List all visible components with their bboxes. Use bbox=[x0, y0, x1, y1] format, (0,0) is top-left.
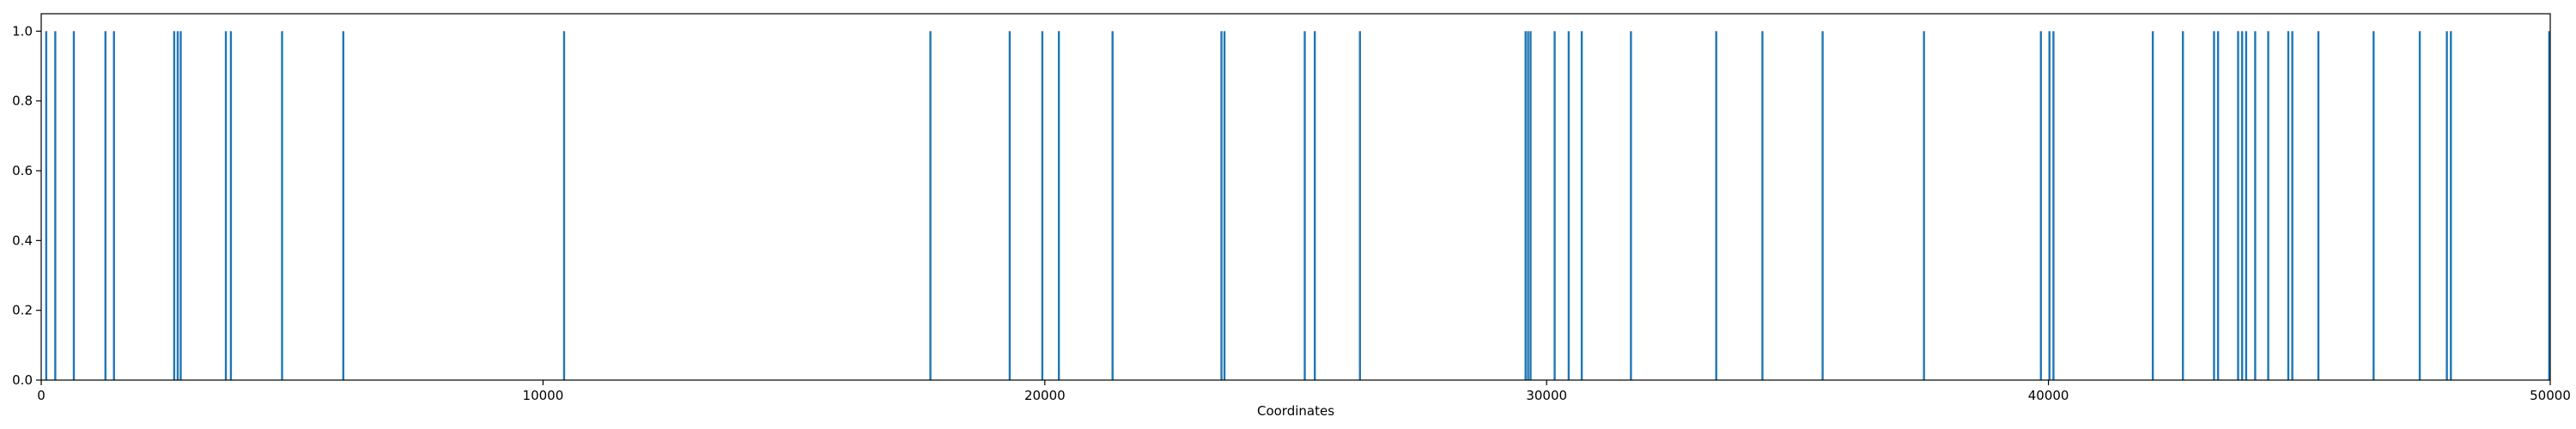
x-tick-label: 40000 bbox=[2028, 388, 2069, 403]
x-tick-label: 0 bbox=[37, 388, 46, 403]
bar bbox=[1580, 31, 1583, 380]
bar bbox=[2418, 31, 2421, 380]
bar bbox=[1358, 31, 1361, 380]
bar bbox=[1923, 31, 1925, 380]
x-tick-label: 20000 bbox=[1024, 388, 1066, 403]
bar bbox=[2245, 31, 2248, 380]
bar bbox=[1524, 31, 1527, 380]
bar bbox=[1220, 31, 1223, 380]
bar bbox=[1303, 31, 1306, 380]
x-axis: 0 10000 20000 30000 40000 50000 bbox=[37, 380, 2571, 403]
bar bbox=[1008, 31, 1012, 380]
x-axis-label: Coordinates bbox=[1257, 403, 1334, 419]
bar bbox=[112, 31, 115, 380]
bar bbox=[2287, 31, 2290, 380]
bar bbox=[562, 31, 566, 380]
bar bbox=[1715, 31, 1717, 380]
bar bbox=[1223, 31, 1226, 380]
bars-group bbox=[45, 31, 2550, 380]
bar bbox=[929, 31, 932, 380]
y-tick-label: 1.0 bbox=[12, 23, 33, 39]
bar bbox=[224, 31, 228, 380]
y-tick-label: 0.2 bbox=[12, 303, 33, 318]
bar bbox=[1041, 31, 1044, 380]
bar bbox=[1111, 31, 1114, 380]
bar bbox=[1314, 31, 1316, 380]
bar bbox=[72, 31, 76, 380]
bar bbox=[2216, 31, 2220, 380]
x-tick-label: 10000 bbox=[523, 388, 564, 403]
bar bbox=[173, 31, 176, 380]
bar bbox=[54, 31, 57, 380]
bar bbox=[281, 31, 283, 380]
y-tick-label: 0.4 bbox=[12, 233, 33, 248]
bar bbox=[2372, 31, 2375, 380]
x-tick-label: 50000 bbox=[2530, 388, 2571, 403]
bar bbox=[1527, 31, 1529, 380]
bar bbox=[1553, 31, 1556, 380]
plot-frame bbox=[40, 13, 2551, 381]
bar bbox=[1057, 31, 1060, 380]
y-tick-label: 0.0 bbox=[12, 372, 33, 388]
y-tick-label: 0.6 bbox=[12, 163, 33, 178]
bar bbox=[229, 31, 233, 380]
bar bbox=[1567, 31, 1571, 380]
bar bbox=[2237, 31, 2239, 380]
bar bbox=[342, 31, 345, 380]
bar bbox=[2450, 31, 2452, 380]
y-tick-label: 0.8 bbox=[12, 94, 33, 109]
bar bbox=[1821, 31, 1824, 380]
bar bbox=[1529, 31, 1532, 380]
bar bbox=[2548, 31, 2550, 380]
bar bbox=[2254, 31, 2257, 380]
y-axis: 0.0 0.2 0.4 0.6 0.8 1.0 bbox=[12, 23, 41, 388]
bar bbox=[104, 31, 106, 380]
bar bbox=[2182, 31, 2184, 380]
bar bbox=[1630, 31, 1632, 380]
bar bbox=[2267, 31, 2269, 380]
bar bbox=[2048, 31, 2050, 380]
bar bbox=[179, 31, 182, 380]
bar bbox=[2039, 31, 2043, 380]
bar bbox=[2317, 31, 2320, 380]
bar bbox=[2240, 31, 2244, 380]
bar bbox=[2052, 31, 2055, 380]
x-tick-label: 30000 bbox=[1526, 388, 1567, 403]
bar bbox=[45, 31, 48, 380]
bar bbox=[2445, 31, 2448, 380]
bar bbox=[2213, 31, 2215, 380]
bar bbox=[2291, 31, 2293, 380]
bar bbox=[1761, 31, 1764, 380]
bar bbox=[2151, 31, 2154, 380]
bar bbox=[176, 31, 179, 380]
